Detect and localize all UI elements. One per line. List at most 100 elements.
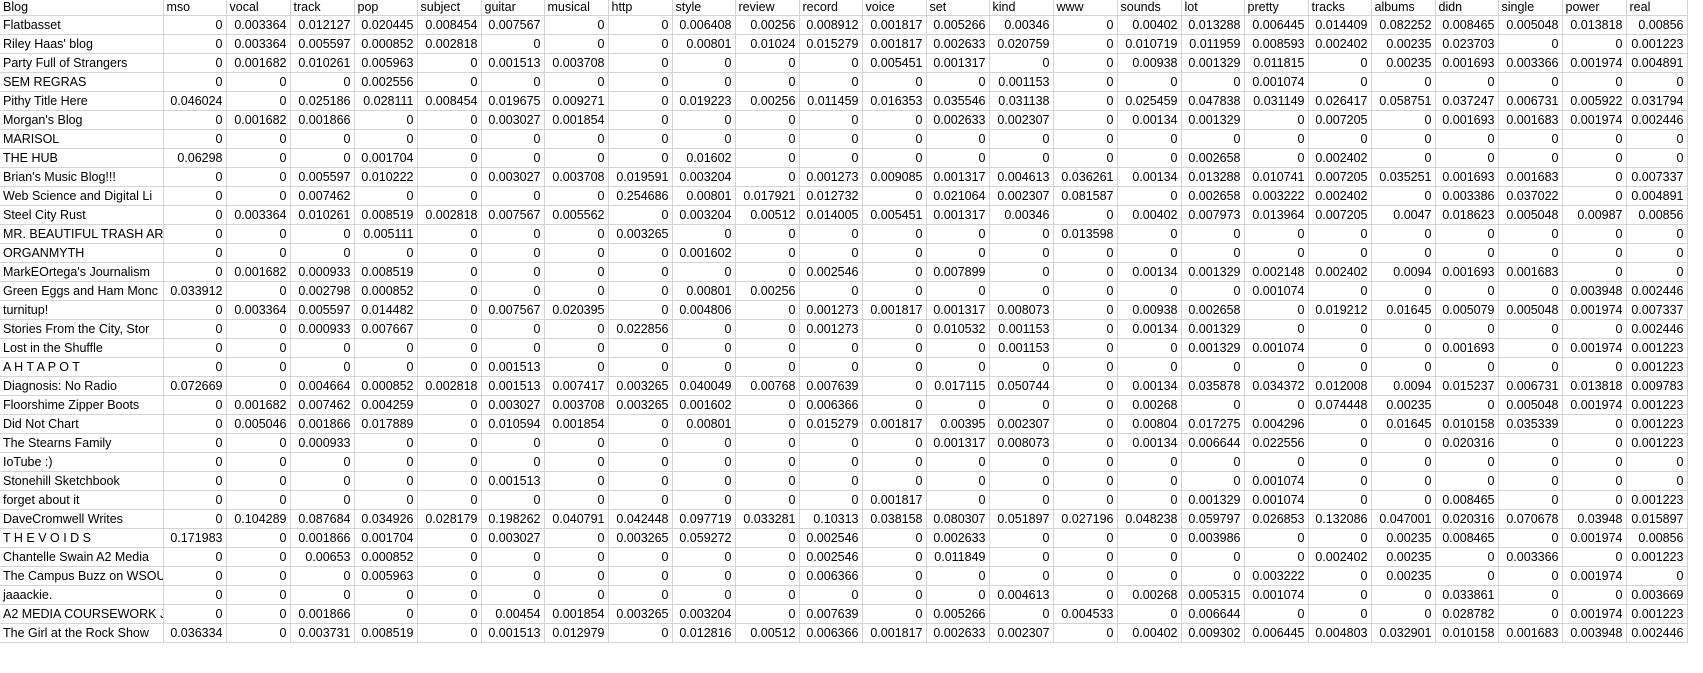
value-cell[interactable]: 0.008593 — [1244, 34, 1309, 54]
value-cell[interactable]: 0 — [354, 186, 418, 206]
value-cell[interactable]: 0.001693 — [1435, 338, 1499, 358]
value-cell[interactable]: 0 — [226, 528, 291, 548]
value-cell[interactable]: 0.003265 — [608, 395, 673, 415]
value-cell[interactable]: 0 — [1308, 53, 1372, 73]
value-cell[interactable]: 0.005451 — [862, 205, 927, 225]
value-cell[interactable]: 0 — [608, 585, 673, 605]
value-cell[interactable]: 0 — [1117, 547, 1182, 567]
blog-name-cell[interactable]: Diagnosis: No Radio — [0, 376, 164, 396]
value-cell[interactable]: 0 — [1181, 547, 1245, 567]
value-cell[interactable]: 0.00235 — [1371, 395, 1436, 415]
value-cell[interactable]: 0 — [290, 566, 355, 586]
value-cell[interactable]: 0.002556 — [354, 72, 418, 92]
value-cell[interactable]: 0 — [544, 338, 609, 358]
value-cell[interactable]: 0 — [1244, 148, 1309, 168]
value-cell[interactable]: 0.002633 — [926, 528, 990, 548]
value-cell[interactable]: 0 — [481, 452, 545, 472]
value-cell[interactable]: 0 — [163, 15, 227, 35]
value-cell[interactable]: 0.001513 — [481, 376, 545, 396]
value-cell[interactable]: 0 — [417, 566, 482, 586]
blog-name-cell[interactable]: Stonehill Sketchbook — [0, 471, 164, 491]
value-cell[interactable]: 0.001683 — [1498, 623, 1563, 643]
value-cell[interactable]: 0 — [608, 15, 673, 35]
value-cell[interactable]: 0 — [608, 110, 673, 130]
value-cell[interactable]: 0 — [1498, 433, 1563, 453]
value-cell[interactable]: 0.001273 — [799, 300, 863, 320]
value-cell[interactable]: 0 — [1562, 585, 1627, 605]
value-cell[interactable]: 0 — [417, 433, 482, 453]
value-cell[interactable]: 0.00134 — [1117, 262, 1182, 282]
value-cell[interactable]: 0.00235 — [1371, 53, 1436, 73]
value-cell[interactable]: 0 — [1181, 471, 1245, 491]
value-cell[interactable]: 0 — [544, 319, 609, 339]
value-cell[interactable]: 0.050744 — [989, 376, 1054, 396]
value-cell[interactable]: 0.008912 — [799, 15, 863, 35]
value-cell[interactable]: 0 — [290, 585, 355, 605]
value-cell[interactable]: 0.002307 — [989, 110, 1054, 130]
value-cell[interactable]: 0.002658 — [1181, 148, 1245, 168]
value-cell[interactable]: 0.002446 — [1626, 281, 1688, 301]
value-cell[interactable]: 0 — [354, 433, 418, 453]
value-cell[interactable]: 0.003265 — [608, 528, 673, 548]
value-cell[interactable]: 0.008519 — [354, 623, 418, 643]
value-cell[interactable]: 0 — [735, 528, 800, 548]
value-cell[interactable]: 0.032901 — [1371, 623, 1436, 643]
value-cell[interactable]: 0 — [926, 357, 990, 377]
value-cell[interactable]: 0 — [862, 547, 927, 567]
value-cell[interactable]: 0 — [1308, 490, 1372, 510]
value-cell[interactable]: 0 — [989, 547, 1054, 567]
value-cell[interactable]: 0 — [1371, 433, 1436, 453]
value-cell[interactable]: 0.081587 — [1053, 186, 1118, 206]
column-header-pop[interactable]: pop — [354, 0, 418, 16]
value-cell[interactable]: 0.001866 — [290, 604, 355, 624]
value-cell[interactable]: 0 — [226, 338, 291, 358]
value-cell[interactable]: 0.003027 — [481, 395, 545, 415]
value-cell[interactable]: 0.007667 — [354, 319, 418, 339]
value-cell[interactable]: 0.010158 — [1435, 414, 1499, 434]
value-cell[interactable]: 0.020759 — [989, 34, 1054, 54]
value-cell[interactable]: 0 — [1053, 53, 1118, 73]
value-cell[interactable]: 0 — [989, 566, 1054, 586]
value-cell[interactable]: 0 — [735, 414, 800, 434]
value-cell[interactable]: 0.082252 — [1371, 15, 1436, 35]
value-cell[interactable]: 0.00938 — [1117, 300, 1182, 320]
value-cell[interactable]: 0.016353 — [862, 91, 927, 111]
value-cell[interactable]: 0 — [1181, 452, 1245, 472]
value-cell[interactable]: 0.017115 — [926, 376, 990, 396]
value-cell[interactable]: 0 — [544, 585, 609, 605]
value-cell[interactable]: 0 — [1435, 319, 1499, 339]
value-cell[interactable]: 0.020316 — [1435, 433, 1499, 453]
blog-name-cell[interactable]: The Girl at the Rock Show — [0, 623, 164, 643]
value-cell[interactable]: 0.001329 — [1181, 262, 1245, 282]
value-cell[interactable]: 0.00987 — [1562, 205, 1627, 225]
value-cell[interactable]: 0.00804 — [1117, 414, 1182, 434]
value-cell[interactable]: 0 — [608, 262, 673, 282]
value-cell[interactable]: 0 — [672, 262, 736, 282]
value-cell[interactable]: 0 — [1562, 433, 1627, 453]
value-cell[interactable]: 0.035878 — [1181, 376, 1245, 396]
value-cell[interactable]: 0 — [1117, 471, 1182, 491]
value-cell[interactable]: 0 — [1308, 585, 1372, 605]
value-cell[interactable]: 0 — [1053, 566, 1118, 586]
value-cell[interactable]: 0.001329 — [1181, 490, 1245, 510]
value-cell[interactable]: 0.007639 — [799, 376, 863, 396]
value-cell[interactable]: 0.001602 — [672, 395, 736, 415]
value-cell[interactable]: 0 — [163, 72, 227, 92]
value-cell[interactable]: 0 — [672, 110, 736, 130]
value-cell[interactable]: 0.001074 — [1244, 72, 1309, 92]
value-cell[interactable]: 0 — [544, 471, 609, 491]
value-cell[interactable]: 0 — [226, 167, 291, 187]
value-cell[interactable]: 0 — [1435, 129, 1499, 149]
value-cell[interactable]: 0.015237 — [1435, 376, 1499, 396]
value-cell[interactable]: 0 — [1371, 148, 1436, 168]
value-cell[interactable]: 0 — [290, 72, 355, 92]
value-cell[interactable]: 0.000933 — [290, 433, 355, 453]
value-cell[interactable]: 0 — [799, 357, 863, 377]
value-cell[interactable]: 0 — [481, 585, 545, 605]
value-cell[interactable]: 0 — [354, 490, 418, 510]
column-header-musical[interactable]: musical — [544, 0, 609, 16]
value-cell[interactable]: 0 — [163, 471, 227, 491]
value-cell[interactable]: 0.004803 — [1308, 623, 1372, 643]
value-cell[interactable]: 0 — [163, 490, 227, 510]
value-cell[interactable]: 0.00402 — [1117, 15, 1182, 35]
